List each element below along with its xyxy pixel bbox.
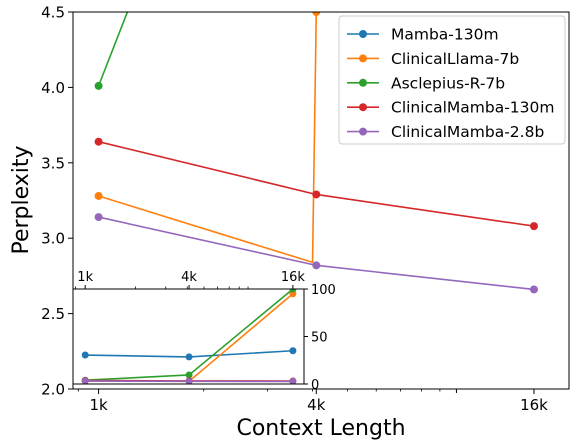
- main-xtick-label: 4k: [307, 396, 326, 414]
- main-point-3-0: [94, 137, 103, 146]
- main-series-line-2: [97, 12, 129, 87]
- main-xtick-label: 1k: [89, 396, 108, 414]
- main-series-line-1: [98, 12, 318, 264]
- inset-y-ticks: 0 50 100: [304, 283, 336, 393]
- inset-background: [73, 289, 304, 384]
- inset-point-4-1: [185, 377, 193, 384]
- main-point-2-0: [94, 81, 103, 90]
- legend-swatch-marker-2: [359, 78, 367, 87]
- main-x-ticks: 1k 4k 16k: [77, 389, 548, 414]
- inset-xtick-label: 1k: [77, 270, 93, 285]
- inset-point-2-1: [185, 371, 193, 379]
- inset-point-2-2: [289, 289, 297, 293]
- main-xtick-label: 16k: [520, 396, 548, 414]
- inset-point-0-0: [81, 351, 89, 359]
- main-ytick-label: 2.0: [41, 381, 65, 399]
- inset-ytick-label: 100: [311, 283, 336, 298]
- inset-point-0-1: [185, 353, 193, 361]
- y-axis-label: Perplexity: [9, 145, 34, 254]
- main-series-layer: [94, 12, 538, 294]
- main-ytick-label: 3.0: [41, 230, 65, 248]
- legend-swatch-marker-1: [359, 54, 367, 63]
- inset-xtick-label: 16k: [281, 270, 306, 285]
- main-point-4-2: [529, 285, 538, 294]
- main-point-4-1: [312, 261, 321, 270]
- inset-series-layer: [81, 289, 297, 384]
- main-ytick-label: 3.5: [41, 154, 65, 172]
- legend-swatch-marker-3: [359, 103, 367, 112]
- legend-swatch-marker-0: [359, 30, 367, 38]
- inset-plot: 0 50 100 1k 4k 16k: [72, 270, 336, 393]
- main-ytick-label: 2.5: [41, 305, 65, 323]
- legend-label-0: Mamba-130m: [391, 26, 499, 44]
- inset-point-4-2: [289, 377, 297, 384]
- x-axis-label: Context Length: [236, 416, 405, 441]
- legend-label-3: ClinicalMamba-130m: [391, 99, 554, 117]
- legend-box: [338, 15, 566, 145]
- main-series-line-3: [98, 140, 535, 227]
- main-series-line-4: [98, 216, 535, 291]
- inset-ytick-label: 50: [311, 331, 328, 346]
- legend-swatch-marker-4: [359, 127, 367, 136]
- inset-ytick-label: 0: [311, 378, 319, 393]
- inset-point-0-2: [289, 347, 297, 355]
- main-ytick-label: 4.0: [41, 79, 65, 97]
- main-ytick-label: 4.5: [41, 4, 65, 22]
- legend-label-2: Asclepius-R-7b: [391, 74, 505, 92]
- legend: Mamba-130m ClinicalLlama-7b Asclepius-R-7b…: [338, 15, 566, 145]
- main-y-ticks: 2.0 2.5 3.0 3.5 4.0 4.5: [41, 4, 73, 399]
- main-axes-frame: [72, 11, 570, 390]
- main-point-3-2: [529, 222, 538, 231]
- legend-label-4: ClinicalMamba-2.8b: [391, 123, 544, 141]
- main-point-3-1: [312, 190, 321, 199]
- inset-x-ticks: 1k 4k 16k: [75, 270, 306, 289]
- inset-xtick-label: 4k: [181, 270, 197, 285]
- main-point-1-2: [312, 12, 321, 16]
- main-point-4-0: [94, 213, 103, 222]
- main-plot: 2.0 2.5 3.0 3.5 4.0 4.5 1k 4k 16k Context Lengt…: [9, 4, 570, 441]
- inset-point-4-0: [81, 377, 89, 384]
- main-point-1-0: [94, 191, 103, 200]
- legend-label-1: ClinicalLlama-7b: [391, 50, 519, 68]
